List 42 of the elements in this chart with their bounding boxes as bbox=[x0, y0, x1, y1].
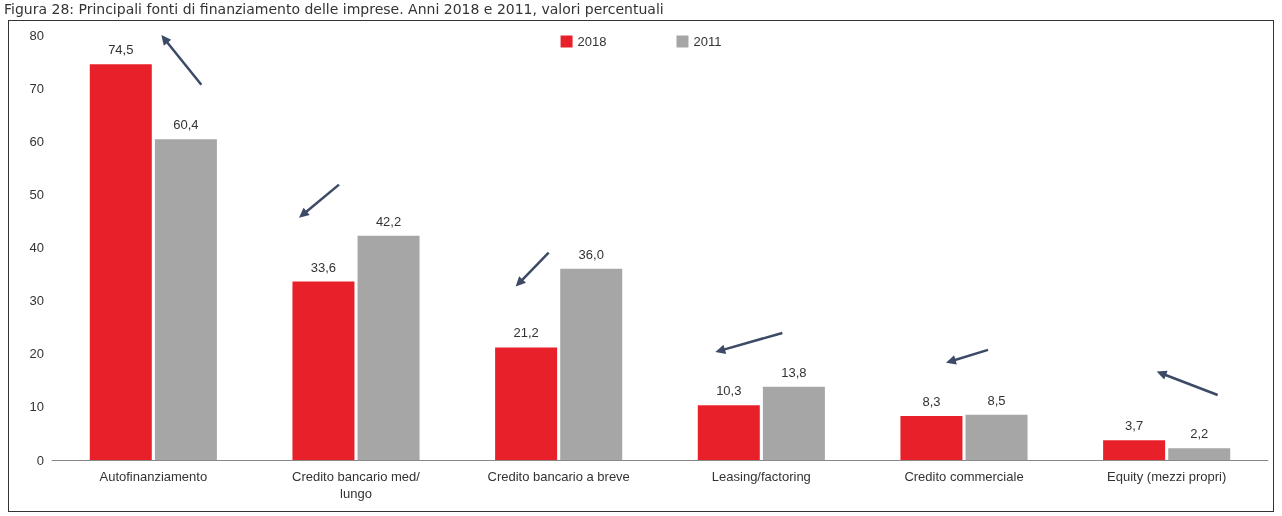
text: 60,4 bbox=[173, 117, 199, 133]
text: 8,5 bbox=[987, 392, 1006, 408]
text: 74,5 bbox=[108, 42, 134, 58]
x-tick-label: Autofinanziamento bbox=[99, 469, 208, 484]
y-tick-label: 20 bbox=[29, 346, 44, 362]
bar bbox=[900, 415, 963, 460]
bar bbox=[560, 268, 623, 460]
y-tick-label: 70 bbox=[29, 80, 44, 96]
x-tick-label: Equity (mezzi propri) bbox=[1107, 469, 1227, 484]
text: 33,6 bbox=[310, 259, 337, 275]
y-tick-label: 30 bbox=[29, 293, 44, 309]
text: 3,7 bbox=[1125, 418, 1144, 434]
bar bbox=[697, 405, 760, 460]
bar bbox=[1103, 440, 1166, 460]
bar bbox=[89, 64, 152, 460]
text: 36,0 bbox=[578, 246, 604, 262]
y-tick-label: 60 bbox=[29, 133, 44, 149]
text: 8,3 bbox=[922, 393, 941, 409]
x-tick-label: Credito bancario a breve bbox=[487, 469, 630, 484]
bar bbox=[495, 347, 558, 460]
y-tick-label: 0 bbox=[36, 452, 44, 468]
y-tick-label: 40 bbox=[29, 240, 44, 255]
bar bbox=[357, 235, 420, 460]
text: 13,8 bbox=[781, 364, 807, 380]
y-tick-label: 50 bbox=[29, 186, 44, 202]
x-tick-label: Leasing/factoring bbox=[711, 469, 811, 484]
x-tick-label: Credito commerciale bbox=[904, 469, 1024, 484]
y-tick-label: 10 bbox=[29, 399, 44, 415]
bar bbox=[965, 414, 1028, 460]
text: 2,2 bbox=[1190, 426, 1209, 442]
text: 42,2 bbox=[375, 213, 402, 229]
bar bbox=[762, 386, 825, 460]
text: 21,2 bbox=[513, 325, 539, 341]
bar bbox=[292, 281, 355, 460]
bar bbox=[1168, 448, 1231, 460]
legend-label: 2011 bbox=[693, 34, 722, 49]
bar bbox=[154, 139, 217, 460]
y-tick-label: 80 bbox=[29, 27, 44, 43]
x-tick-label: Credito bancario med/lungo bbox=[292, 469, 421, 501]
legend-label: 2018 bbox=[577, 34, 607, 49]
chart-title: Figura 28: Principali fonti di finanziamento delle imprese. Anni 2018 e 2011, valori percentuali bbox=[4, 1, 664, 17]
text: 10,3 bbox=[716, 383, 742, 399]
